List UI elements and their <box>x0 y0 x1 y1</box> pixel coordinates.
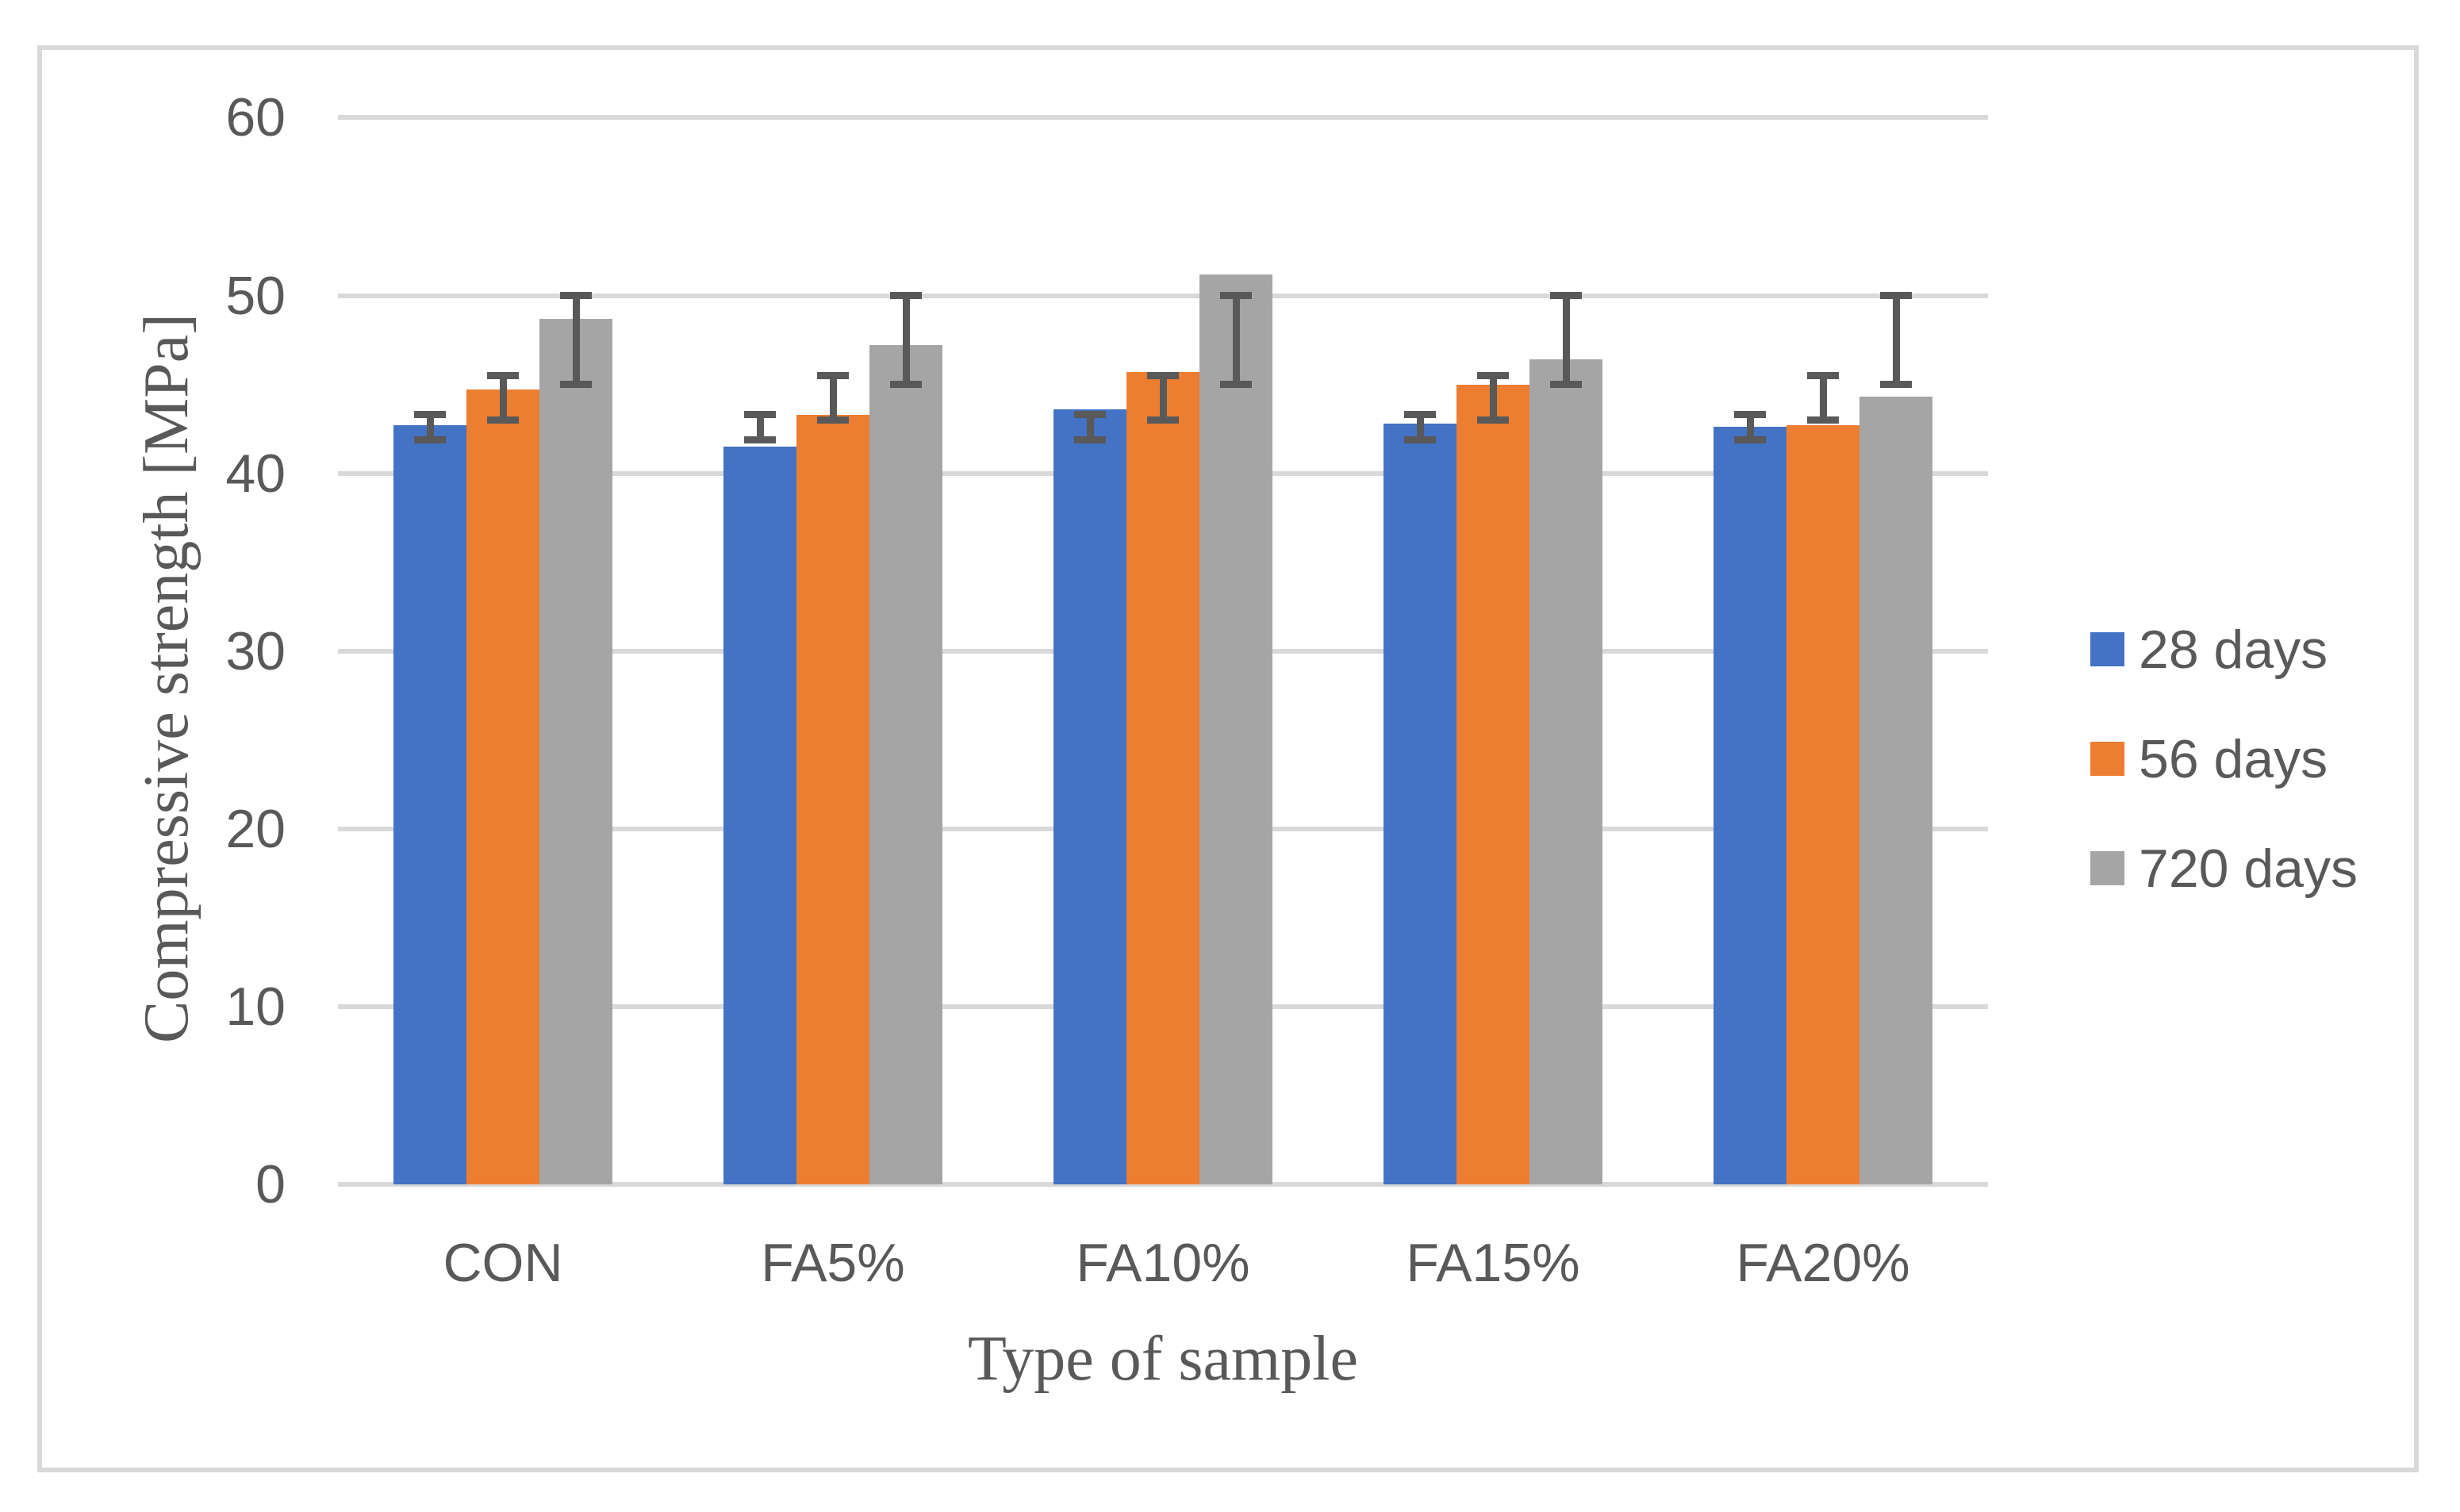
error-bar-cap-bottom <box>1074 436 1106 443</box>
error-bar-line <box>756 414 764 439</box>
error-bar-line <box>1819 375 1827 420</box>
error-bar-line <box>426 414 434 439</box>
error-bar-cap-bottom <box>560 381 592 389</box>
y-axis-title: Compressive strength [MPa] <box>132 313 201 1043</box>
y-tick-label-60: 60 <box>225 87 286 148</box>
error-bar-cap-bottom <box>1550 381 1582 389</box>
bar-56days-FA5% <box>796 414 869 1184</box>
bar-28days-FA20% <box>1714 427 1786 1184</box>
error-bar-cap-top <box>890 292 922 299</box>
error-bar-line <box>1746 414 1754 439</box>
error-bar-cap-top <box>560 292 592 299</box>
error-bar-cap-bottom <box>744 436 776 443</box>
gridline-60 <box>338 115 1988 121</box>
error-bar-cap-bottom <box>1734 436 1766 443</box>
error-bar-cap-top <box>744 411 776 419</box>
bar-56days-FA20% <box>1786 425 1859 1184</box>
error-bar-line <box>829 375 837 420</box>
bar-28days-CON <box>393 425 466 1184</box>
x-axis-title: Type of sample <box>967 1324 1359 1394</box>
error-bar-cap-top <box>1074 411 1106 419</box>
error-bar-cap-top <box>1147 371 1179 379</box>
y-tick-label-40: 40 <box>225 443 286 504</box>
bar-720days-CON <box>539 318 612 1184</box>
error-bar-line <box>1562 295 1570 385</box>
error-bar-line <box>499 375 507 420</box>
legend-swatch-icon <box>2090 632 2124 666</box>
error-bar-cap-bottom <box>1147 416 1179 424</box>
y-tick-label-20: 20 <box>225 798 286 859</box>
error-bar-cap-bottom <box>1220 381 1252 389</box>
legend-swatch-icon <box>2090 851 2124 885</box>
bar-28days-FA5% <box>723 446 796 1184</box>
error-bar-cap-top <box>1477 371 1509 379</box>
error-bar-cap-bottom <box>1880 381 1912 389</box>
bar-28days-FA15% <box>1384 423 1456 1184</box>
category-label-CON: CON <box>443 1233 563 1293</box>
error-bar-cap-bottom <box>1404 436 1436 443</box>
bar-720days-FA20% <box>1859 397 1932 1184</box>
y-tick-label-0: 0 <box>255 1154 286 1215</box>
bar-720days-FA15% <box>1529 359 1602 1184</box>
error-bar-line <box>902 295 910 385</box>
error-bar-cap-top <box>1550 292 1582 299</box>
category-label-FA20%: FA20% <box>1736 1233 1910 1293</box>
legend-item-720days: 720 days <box>2090 839 2358 899</box>
gridline-50 <box>338 293 1988 298</box>
bar-56days-FA10% <box>1126 371 1199 1184</box>
legend-swatch-icon <box>2090 742 2124 776</box>
y-tick-label-30: 30 <box>225 620 286 681</box>
error-bar-cap-bottom <box>414 436 446 443</box>
category-label-FA5%: FA5% <box>761 1233 905 1293</box>
legend-item-28days: 28 days <box>2090 620 2328 680</box>
error-bar-cap-top <box>1404 411 1436 419</box>
error-bar-line <box>1086 414 1094 439</box>
legend-item-56days: 56 days <box>2090 729 2328 789</box>
y-tick-label-10: 10 <box>225 976 286 1037</box>
gridline-0 <box>338 1182 1988 1187</box>
error-bar-line <box>1416 414 1424 439</box>
error-bar-cap-top <box>1807 371 1839 379</box>
error-bar-line <box>1232 295 1240 385</box>
error-bar-cap-bottom <box>1477 416 1509 424</box>
error-bar-cap-bottom <box>890 381 922 389</box>
category-label-FA10%: FA10% <box>1076 1233 1250 1293</box>
bar-56days-FA15% <box>1456 384 1529 1184</box>
legend-label: 28 days <box>2139 619 2328 680</box>
bar-28days-FA10% <box>1053 409 1126 1184</box>
error-bar-cap-top <box>414 411 446 419</box>
y-tick-label-50: 50 <box>225 265 286 326</box>
error-bar-cap-bottom <box>817 416 849 424</box>
error-bar-line <box>1489 375 1497 420</box>
bar-56days-CON <box>466 390 539 1184</box>
error-bar-cap-top <box>1880 292 1912 299</box>
error-bar-line <box>572 295 580 385</box>
legend-label: 720 days <box>2139 838 2358 899</box>
bar-720days-FA10% <box>1199 274 1272 1184</box>
error-bar-cap-top <box>487 371 519 379</box>
bar-720days-FA5% <box>869 345 942 1184</box>
category-label-FA15%: FA15% <box>1406 1233 1580 1293</box>
error-bar-line <box>1159 375 1167 420</box>
error-bar-line <box>1892 295 1900 385</box>
error-bar-cap-top <box>1220 292 1252 299</box>
error-bar-cap-bottom <box>1807 416 1839 424</box>
error-bar-cap-bottom <box>487 416 519 424</box>
error-bar-cap-top <box>1734 411 1766 419</box>
error-bar-cap-top <box>817 371 849 379</box>
legend-label: 56 days <box>2139 728 2328 789</box>
